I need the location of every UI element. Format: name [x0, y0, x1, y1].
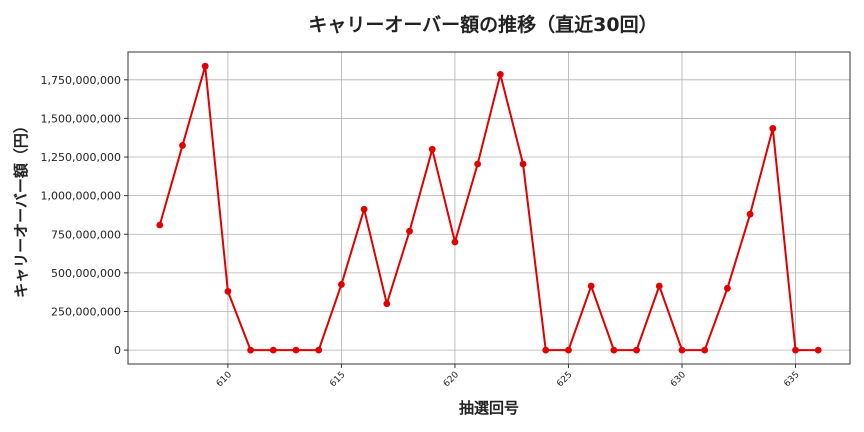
data-point	[610, 346, 618, 354]
data-point	[587, 282, 595, 290]
data-point	[156, 221, 164, 229]
x-tick-label: 630	[669, 370, 688, 389]
y-tick-label: 750,000,000	[51, 228, 121, 241]
y-tick-label: 1,500,000,000	[41, 112, 121, 125]
chart-title: キャリーオーバー額の推移（直近30回）	[308, 13, 657, 36]
data-point	[542, 346, 550, 354]
data-point	[565, 346, 572, 354]
plot-frame	[127, 51, 851, 365]
series-line	[158, 65, 819, 352]
x-tick-label: 635	[782, 370, 801, 389]
series-layer	[156, 62, 822, 354]
data-point	[633, 346, 640, 354]
data-point	[224, 288, 232, 295]
y-axis-ticks: 0 250,000,000 500,000,000 750,000,000 1,000,…	[41, 74, 128, 357]
data-point	[723, 284, 731, 292]
data-point	[179, 142, 186, 149]
data-point	[269, 346, 277, 354]
y-tick-label: 0	[114, 344, 121, 357]
x-axis-ticks: 610 615 620 625 630 635	[215, 364, 802, 389]
data-point	[519, 160, 527, 168]
x-tick-label: 620	[442, 370, 461, 389]
y-tick-label: 1,250,000,000	[41, 151, 121, 164]
data-point	[315, 346, 323, 354]
data-point	[655, 282, 663, 290]
y-tick-label: 1,000,000,000	[41, 190, 121, 203]
data-point	[406, 227, 413, 235]
data-point	[769, 125, 777, 132]
data-point	[247, 346, 255, 354]
data-point	[814, 346, 822, 354]
data-point	[383, 300, 391, 308]
y-tick-label: 500,000,000	[51, 267, 121, 280]
data-point	[792, 346, 799, 354]
x-tick-label: 615	[328, 370, 347, 389]
data-point	[292, 346, 300, 354]
data-point	[451, 238, 459, 246]
data-point	[496, 70, 504, 78]
data-point	[338, 281, 345, 288]
data-point	[428, 145, 436, 153]
data-point	[201, 62, 209, 70]
grid	[128, 52, 850, 364]
data-point	[360, 205, 368, 213]
y-tick-label: 1,750,000,000	[41, 74, 121, 87]
x-axis-label: 抽選回号	[459, 399, 519, 417]
data-point	[678, 346, 686, 354]
data-point	[701, 346, 709, 354]
data-point	[474, 160, 482, 168]
y-axis-label: キャリーオーバー額（円）	[12, 118, 30, 298]
y-tick-label: 250,000,000	[51, 305, 121, 318]
x-tick-label: 625	[555, 370, 574, 389]
data-point	[746, 210, 754, 218]
x-tick-label: 610	[215, 370, 234, 389]
